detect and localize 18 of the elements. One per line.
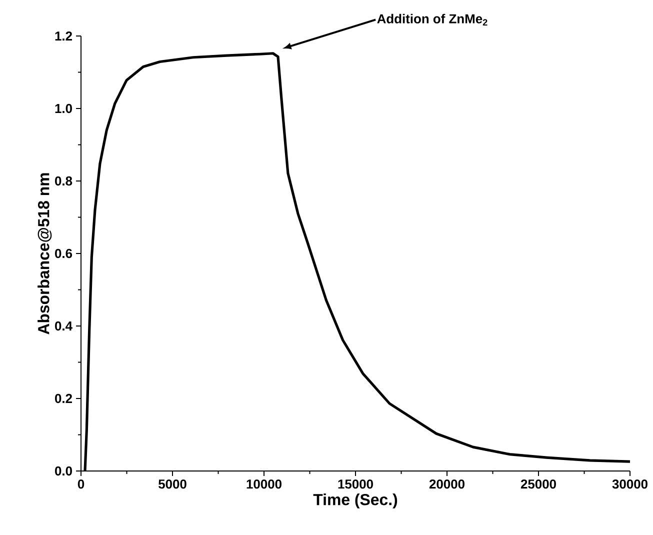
y-tick-label: 0.6 bbox=[55, 248, 72, 258]
text: Addition of ZnMe$_{2}$ bbox=[377, 14, 488, 26]
x-tick-label: 0 bbox=[78, 479, 84, 489]
y-tick-label: 0.0 bbox=[55, 466, 72, 476]
y-tick-label: 0.8 bbox=[55, 176, 72, 186]
x-tick-label: 25000 bbox=[520, 479, 556, 489]
y-tick-label: 1.0 bbox=[55, 104, 72, 114]
x-tick-label: 30000 bbox=[612, 479, 648, 489]
x-tick-label: 5000 bbox=[158, 479, 186, 489]
x-tick-label: 20000 bbox=[429, 479, 464, 489]
x-tick-label: 15000 bbox=[338, 479, 373, 489]
x-tick-label: 10000 bbox=[246, 479, 282, 489]
x-axis-title: Time (Sec.) bbox=[313, 494, 398, 508]
y-tick-label: 0.4 bbox=[55, 321, 72, 331]
y-axis-title: Absorbance@518 nm bbox=[38, 173, 52, 334]
line-series bbox=[84, 52, 632, 472]
y-tick-label: 1.2 bbox=[55, 31, 72, 41]
y-tick-label: 0.2 bbox=[55, 394, 72, 404]
